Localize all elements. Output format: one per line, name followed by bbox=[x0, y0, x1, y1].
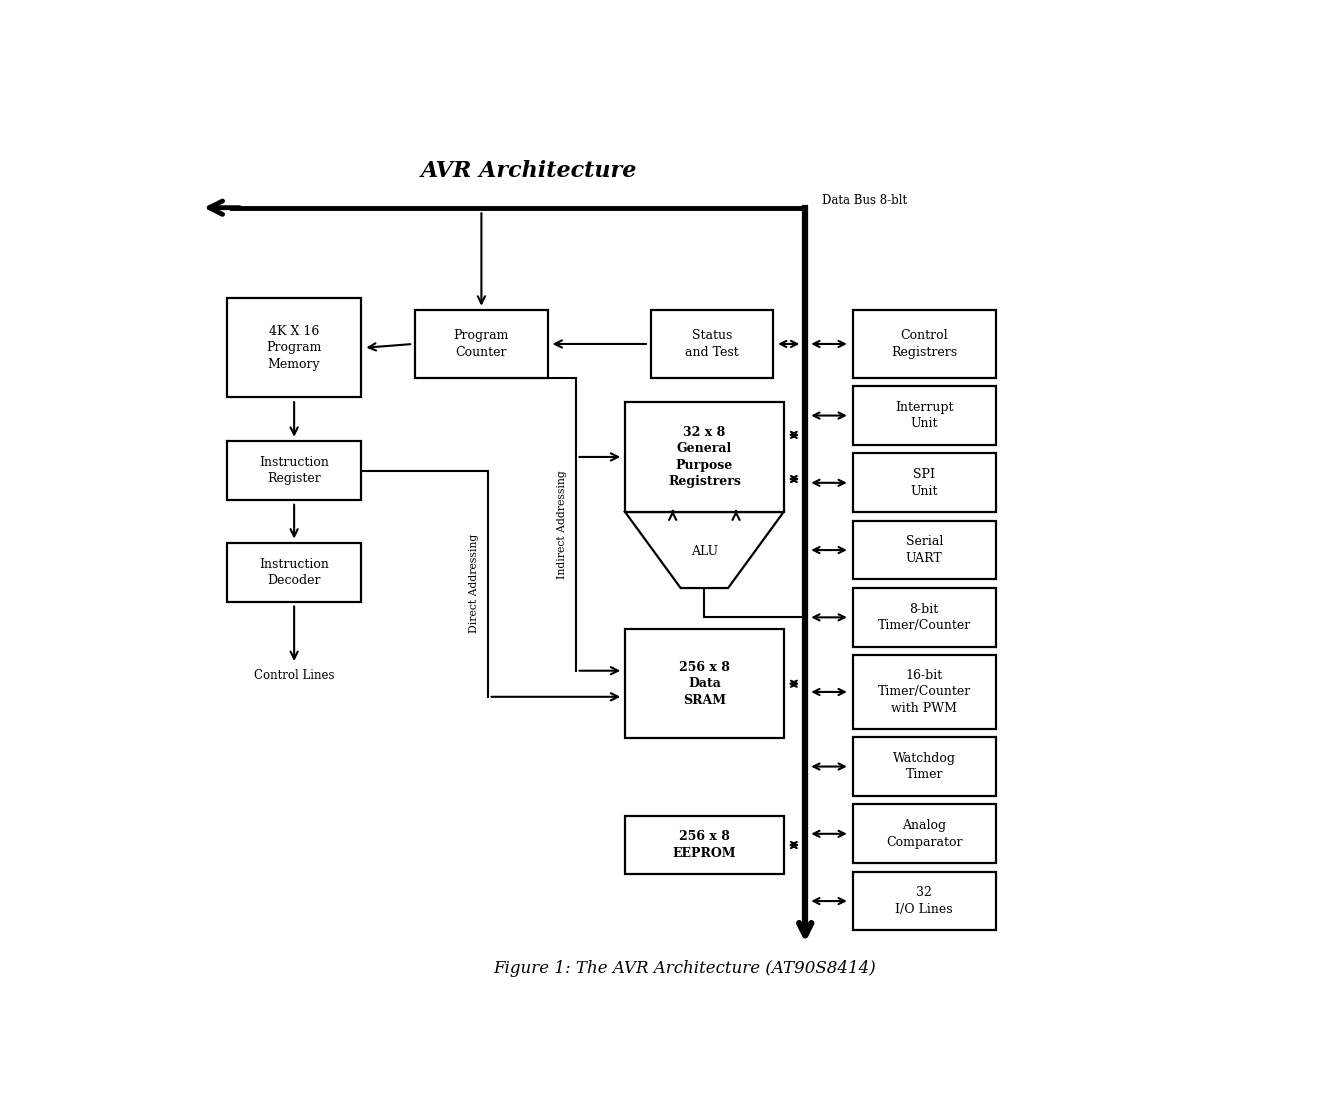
Text: Analog
Comparator: Analog Comparator bbox=[886, 819, 963, 849]
Text: Instruction
Decoder: Instruction Decoder bbox=[259, 558, 328, 587]
Text: Direct Addressing: Direct Addressing bbox=[469, 534, 479, 634]
Bar bbox=[227, 543, 362, 601]
Bar bbox=[853, 871, 996, 931]
Text: Figure 1: The AVR Architecture (AT90S8414): Figure 1: The AVR Architecture (AT90S841… bbox=[493, 960, 876, 977]
Text: 256 x 8
Data
SRAM: 256 x 8 Data SRAM bbox=[680, 661, 730, 707]
Text: Program
Counter: Program Counter bbox=[454, 329, 509, 358]
Polygon shape bbox=[625, 512, 784, 588]
Bar bbox=[853, 310, 996, 377]
Bar bbox=[227, 441, 362, 500]
Text: Indirect Addressing: Indirect Addressing bbox=[557, 469, 567, 579]
Text: Instruction
Register: Instruction Register bbox=[259, 456, 328, 485]
Bar bbox=[625, 629, 784, 738]
Text: 32 x 8
General
Purpose
Registrers: 32 x 8 General Purpose Registrers bbox=[668, 426, 741, 488]
Bar bbox=[227, 298, 362, 398]
Bar bbox=[853, 386, 996, 445]
Text: Data Bus 8-blt: Data Bus 8-blt bbox=[822, 194, 906, 207]
Text: Watchdog
Timer: Watchdog Timer bbox=[893, 752, 956, 782]
Text: 32
I/O Lines: 32 I/O Lines bbox=[896, 886, 953, 916]
Text: Interrupt
Unit: Interrupt Unit bbox=[894, 401, 953, 430]
Bar bbox=[625, 402, 784, 512]
Text: Serial
UART: Serial UART bbox=[905, 535, 943, 564]
Bar bbox=[853, 655, 996, 729]
Text: Status
and Test: Status and Test bbox=[685, 329, 740, 358]
Text: SPI
Unit: SPI Unit bbox=[910, 468, 939, 497]
Text: 4K X 16
Program
Memory: 4K X 16 Program Memory bbox=[267, 325, 322, 371]
Bar bbox=[853, 737, 996, 796]
Text: 256 x 8
EEPROM: 256 x 8 EEPROM bbox=[673, 830, 736, 860]
Text: ALU: ALU bbox=[690, 545, 718, 558]
Text: Control
Registrers: Control Registrers bbox=[892, 329, 957, 358]
Text: 8-bit
Timer/Counter: 8-bit Timer/Counter bbox=[877, 603, 971, 632]
Bar bbox=[853, 454, 996, 512]
Text: AVR Architecture: AVR Architecture bbox=[421, 160, 637, 181]
Bar bbox=[415, 310, 547, 377]
Text: 16-bit
Timer/Counter
with PWM: 16-bit Timer/Counter with PWM bbox=[877, 669, 971, 715]
Bar bbox=[625, 815, 784, 875]
Text: Control Lines: Control Lines bbox=[254, 669, 334, 682]
Bar bbox=[853, 804, 996, 864]
Bar bbox=[651, 310, 773, 377]
Bar bbox=[853, 521, 996, 579]
Bar bbox=[853, 588, 996, 646]
